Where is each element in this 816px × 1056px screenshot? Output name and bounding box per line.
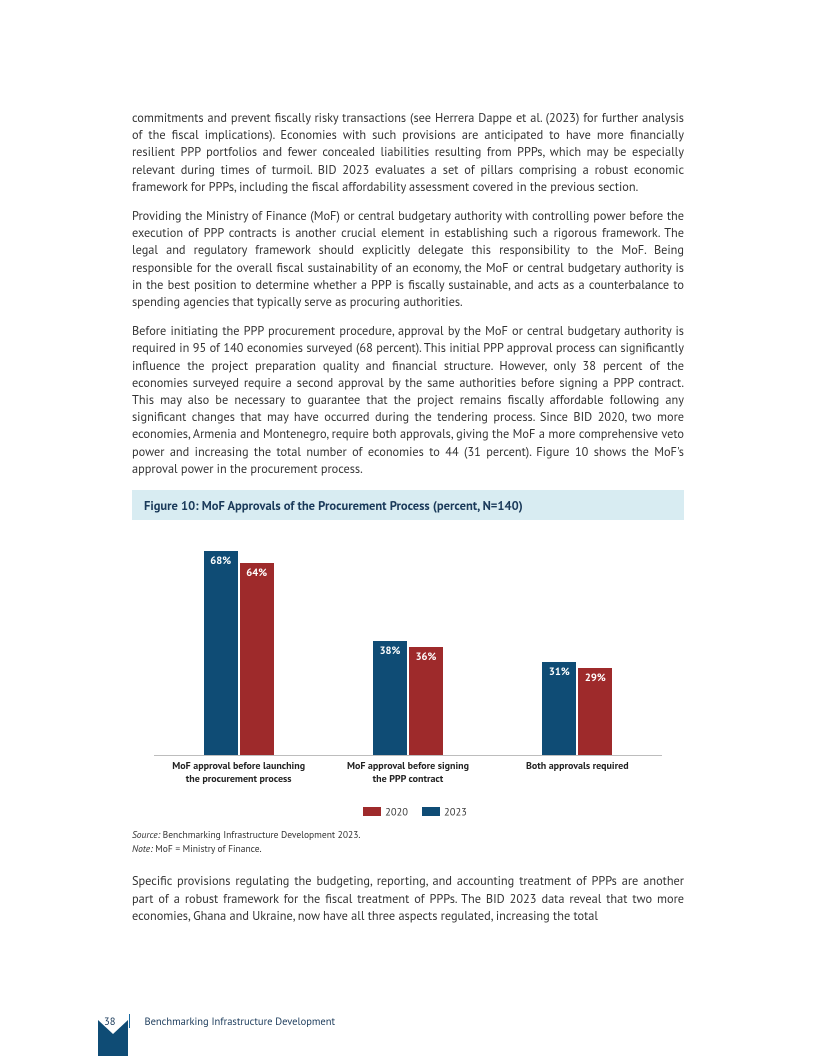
bar-group: 38%36% bbox=[323, 641, 492, 755]
x-axis-label: MoF approval before launchingthe procure… bbox=[154, 760, 323, 785]
footer-title: Benchmarking Infrastructure Development bbox=[144, 1014, 335, 1028]
bar-2023: 31% bbox=[542, 662, 576, 755]
bar-value-label: 68% bbox=[204, 553, 238, 567]
figure-title-bar: Figure 10: MoF Approvals of the Procurem… bbox=[132, 490, 684, 520]
chart-legend: 2020 2023 bbox=[132, 803, 684, 818]
note-label: Note: bbox=[132, 842, 153, 855]
bar-value-label: 36% bbox=[409, 649, 443, 663]
x-axis-label: MoF approval before signingthe PPP contr… bbox=[323, 760, 492, 785]
bar-value-label: 31% bbox=[542, 664, 576, 678]
figure-title: Figure 10: MoF Approvals of the Procurem… bbox=[144, 498, 523, 514]
bar-value-label: 38% bbox=[373, 643, 407, 657]
plot-area: 68%64%38%36%31%29% bbox=[154, 546, 662, 756]
bar-2023: 68% bbox=[204, 551, 238, 755]
page-footer: 38 Benchmarking Infrastructure Developme… bbox=[104, 1014, 335, 1028]
bar-2023: 38% bbox=[373, 641, 407, 755]
source-label: Source: bbox=[132, 828, 160, 841]
bar-value-label: 64% bbox=[240, 565, 274, 579]
bar-2020: 64% bbox=[240, 563, 274, 755]
paragraph-4: Specific provisions regulating the budge… bbox=[132, 873, 684, 925]
bar-2020: 36% bbox=[409, 647, 443, 755]
paragraph-2: Providing the Ministry of Finance (MoF) … bbox=[132, 208, 684, 311]
figure-source: Source: Benchmarking Infrastructure Deve… bbox=[132, 828, 684, 841]
x-axis-labels: MoF approval before launchingthe procure… bbox=[154, 760, 662, 788]
bar-2020: 29% bbox=[578, 668, 612, 755]
figure-note: Note: MoF = Ministry of Finance. bbox=[132, 842, 684, 855]
bar-value-label: 29% bbox=[578, 670, 612, 684]
legend-swatch bbox=[422, 807, 440, 816]
corner-decoration bbox=[98, 1020, 128, 1056]
x-axis-label: Both approvals required bbox=[493, 760, 662, 773]
legend-label: 2020 bbox=[385, 804, 408, 818]
paragraph-1: commitments and prevent fiscally risky t… bbox=[132, 110, 684, 196]
bar-chart: 68%64%38%36%31%29% MoF approval before l… bbox=[154, 538, 662, 798]
note-text: MoF = Ministry of Finance. bbox=[153, 842, 262, 855]
source-text: Benchmarking Infrastructure Development … bbox=[160, 828, 360, 841]
bar-group: 68%64% bbox=[154, 551, 323, 755]
paragraph-3: Before initiating the PPP procurement pr… bbox=[132, 323, 684, 478]
legend-label: 2023 bbox=[444, 804, 467, 818]
footer-divider bbox=[129, 1014, 130, 1028]
bar-group: 31%29% bbox=[493, 662, 662, 755]
legend-swatch bbox=[363, 807, 381, 816]
